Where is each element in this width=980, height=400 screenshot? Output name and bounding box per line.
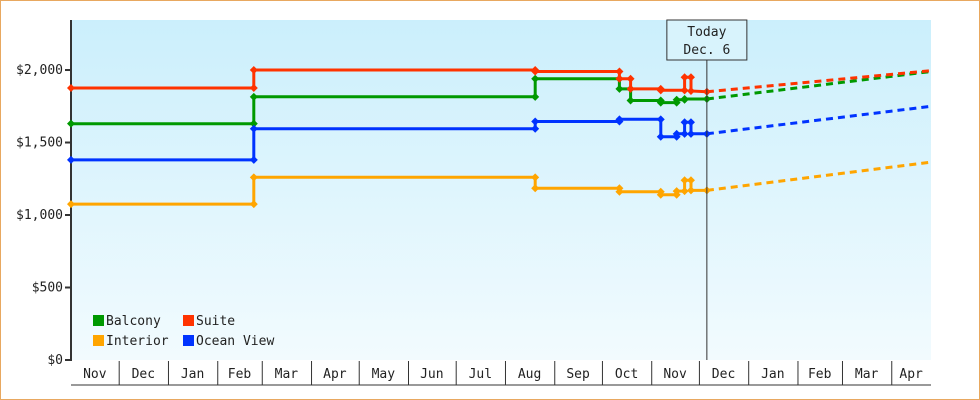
data-point <box>249 92 258 101</box>
month-label: Nov <box>663 367 687 382</box>
data-point <box>249 119 258 128</box>
data-point <box>67 155 75 164</box>
data-point <box>531 173 540 182</box>
data-point <box>656 132 665 141</box>
legend-label: Suite <box>196 314 235 329</box>
today-date: Dec. 6 <box>683 43 730 58</box>
month-label: Dec <box>132 367 155 382</box>
data-point <box>615 67 624 76</box>
data-point <box>249 124 258 133</box>
data-point <box>680 86 689 95</box>
data-point <box>249 155 258 164</box>
data-point <box>686 87 695 96</box>
data-point <box>680 118 689 127</box>
month-label: Jan <box>181 367 204 382</box>
data-point <box>67 200 75 209</box>
data-point <box>686 129 695 138</box>
plot-background <box>71 20 931 360</box>
month-label: Sep <box>566 367 590 382</box>
month-label: Dec <box>712 367 735 382</box>
data-point <box>249 66 258 75</box>
today-label: Today <box>687 25 726 40</box>
data-point <box>680 95 689 104</box>
data-point <box>531 184 540 193</box>
month-label: Nov <box>83 367 107 382</box>
y-tick-label: $0 <box>47 353 63 368</box>
data-point <box>680 176 689 185</box>
forecast-line <box>706 104 932 136</box>
data-point <box>686 118 695 127</box>
data-point <box>67 119 75 128</box>
legend-swatch <box>183 335 194 346</box>
data-point <box>686 176 695 185</box>
data-point <box>680 187 689 196</box>
forecast-line <box>706 69 932 94</box>
today-label-box <box>666 19 748 61</box>
data-point <box>615 115 624 124</box>
data-point <box>656 190 665 199</box>
data-point <box>656 115 665 124</box>
data-point <box>531 117 540 126</box>
data-point <box>626 84 635 93</box>
y-tick-label: $500 <box>32 281 63 296</box>
month-label: Jan <box>761 367 784 382</box>
data-point <box>686 186 695 195</box>
month-label: Jul <box>469 367 492 382</box>
data-point <box>626 74 635 83</box>
month-label: Mar <box>275 367 299 382</box>
data-point <box>615 187 624 196</box>
data-point <box>531 92 540 101</box>
month-label: Apr <box>899 367 923 382</box>
legend-label: Balcony <box>106 314 161 329</box>
month-label: Feb <box>228 367 252 382</box>
data-point <box>531 124 540 133</box>
data-point <box>672 129 681 138</box>
series-ocean-view <box>67 104 932 164</box>
month-label: May <box>372 367 396 382</box>
data-point <box>626 96 635 105</box>
legend-swatch <box>93 315 104 326</box>
data-point <box>656 86 665 95</box>
y-tick-label: $2,000 <box>16 63 63 78</box>
forecast-line <box>706 160 932 192</box>
forecast-line <box>706 70 932 101</box>
data-point <box>672 95 681 104</box>
data-point <box>531 67 540 76</box>
data-point <box>249 84 258 92</box>
month-label: Apr <box>323 367 347 382</box>
data-point <box>615 74 624 83</box>
legend-label: Ocean View <box>196 334 274 349</box>
data-point <box>67 84 75 92</box>
data-point <box>249 173 258 182</box>
month-label: Oct <box>615 367 638 382</box>
data-point <box>680 73 689 82</box>
data-point <box>680 129 689 138</box>
legend-label: Interior <box>106 334 169 349</box>
series-interior <box>67 160 932 209</box>
month-label: Mar <box>855 367 879 382</box>
data-point <box>672 187 681 196</box>
data-point <box>686 73 695 82</box>
legend-swatch <box>183 315 194 326</box>
month-label: Feb <box>808 367 832 382</box>
data-point <box>656 98 665 107</box>
data-point <box>615 84 624 93</box>
month-label: Jun <box>420 367 443 382</box>
month-label: Aug <box>518 367 541 382</box>
data-point <box>531 74 540 83</box>
data-point <box>249 200 258 209</box>
y-tick-label: $1,500 <box>16 136 63 151</box>
legend-swatch <box>93 335 104 346</box>
y-tick-label: $1,000 <box>16 208 63 223</box>
